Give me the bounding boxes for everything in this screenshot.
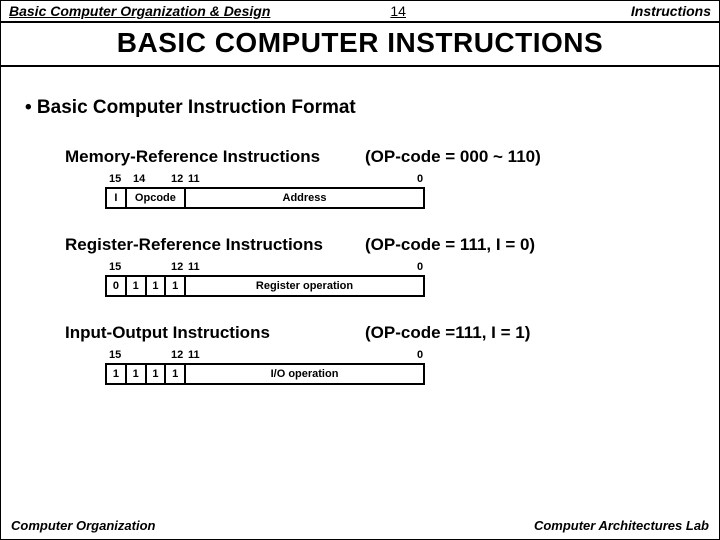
- io-title: Input-Output Instructions: [65, 323, 365, 343]
- footer-left: Computer Organization: [11, 518, 155, 533]
- mem-title: Memory-Reference Instructions: [65, 147, 365, 167]
- cell-regop: Register operation: [186, 277, 423, 295]
- bit-label: 15: [109, 173, 121, 185]
- bit-label: 15: [109, 349, 121, 361]
- reg-title: Register-Reference Instructions: [65, 235, 365, 255]
- cell-bit: 1: [147, 277, 167, 295]
- mem-diagram: 15 14 12 11 0 I Opcode Address: [105, 173, 695, 209]
- bit-label: 11: [188, 349, 200, 361]
- io-bit-labels: 15 12 11 0: [105, 349, 425, 363]
- cell-ioop: I/O operation: [186, 365, 423, 383]
- bit-label: 0: [417, 173, 423, 185]
- bit-label: 12: [171, 261, 183, 273]
- cell-bit: 1: [166, 277, 186, 295]
- cell-bit: 1: [107, 365, 127, 383]
- bit-label: 0: [417, 349, 423, 361]
- bit-label: 11: [188, 173, 200, 185]
- section-register: Register-Reference Instructions (OP-code…: [65, 235, 695, 297]
- bit-label: 12: [171, 349, 183, 361]
- cell-bit: 0: [107, 277, 127, 295]
- bit-label: 12: [171, 173, 183, 185]
- cell-address: Address: [186, 189, 423, 207]
- slide-header: Basic Computer Organization & Design 14 …: [1, 1, 719, 19]
- io-diagram: 15 12 11 0 1 1 1 1 I/O operation: [105, 349, 695, 385]
- content-area: • Basic Computer Instruction Format Memo…: [1, 67, 719, 385]
- bit-label: 11: [188, 261, 200, 273]
- cell-bit: 1: [147, 365, 167, 383]
- header-right: Instructions: [631, 3, 711, 19]
- io-opcode: (OP-code =111, I = 1): [365, 323, 530, 343]
- mem-opcode: (OP-code = 000 ~ 110): [365, 147, 541, 167]
- slide-footer: Computer Organization Computer Architect…: [1, 518, 719, 533]
- cell-i: I: [107, 189, 127, 207]
- footer-right: Computer Architectures Lab: [534, 518, 709, 533]
- reg-bit-labels: 15 12 11 0: [105, 261, 425, 275]
- cell-bit: 1: [127, 365, 147, 383]
- reg-box: 0 1 1 1 Register operation: [105, 275, 425, 297]
- section-memory: Memory-Reference Instructions (OP-code =…: [65, 147, 695, 209]
- section-io: Input-Output Instructions (OP-code =111,…: [65, 323, 695, 385]
- cell-opcode: Opcode: [127, 189, 186, 207]
- bit-label: 0: [417, 261, 423, 273]
- bit-label: 14: [133, 173, 145, 185]
- reg-diagram: 15 12 11 0 0 1 1 1 Register operation: [105, 261, 695, 297]
- mem-box: I Opcode Address: [105, 187, 425, 209]
- bit-label: 15: [109, 261, 121, 273]
- page-number: 14: [390, 3, 406, 19]
- cell-bit: 1: [166, 365, 186, 383]
- reg-opcode: (OP-code = 111, I = 0): [365, 235, 535, 255]
- io-box: 1 1 1 1 I/O operation: [105, 363, 425, 385]
- title-band: BASIC COMPUTER INSTRUCTIONS: [1, 21, 719, 67]
- page-title: BASIC COMPUTER INSTRUCTIONS: [1, 27, 719, 59]
- bullet-heading: • Basic Computer Instruction Format: [25, 97, 695, 119]
- mem-bit-labels: 15 14 12 11 0: [105, 173, 425, 187]
- cell-bit: 1: [127, 277, 147, 295]
- header-left: Basic Computer Organization & Design: [9, 3, 270, 19]
